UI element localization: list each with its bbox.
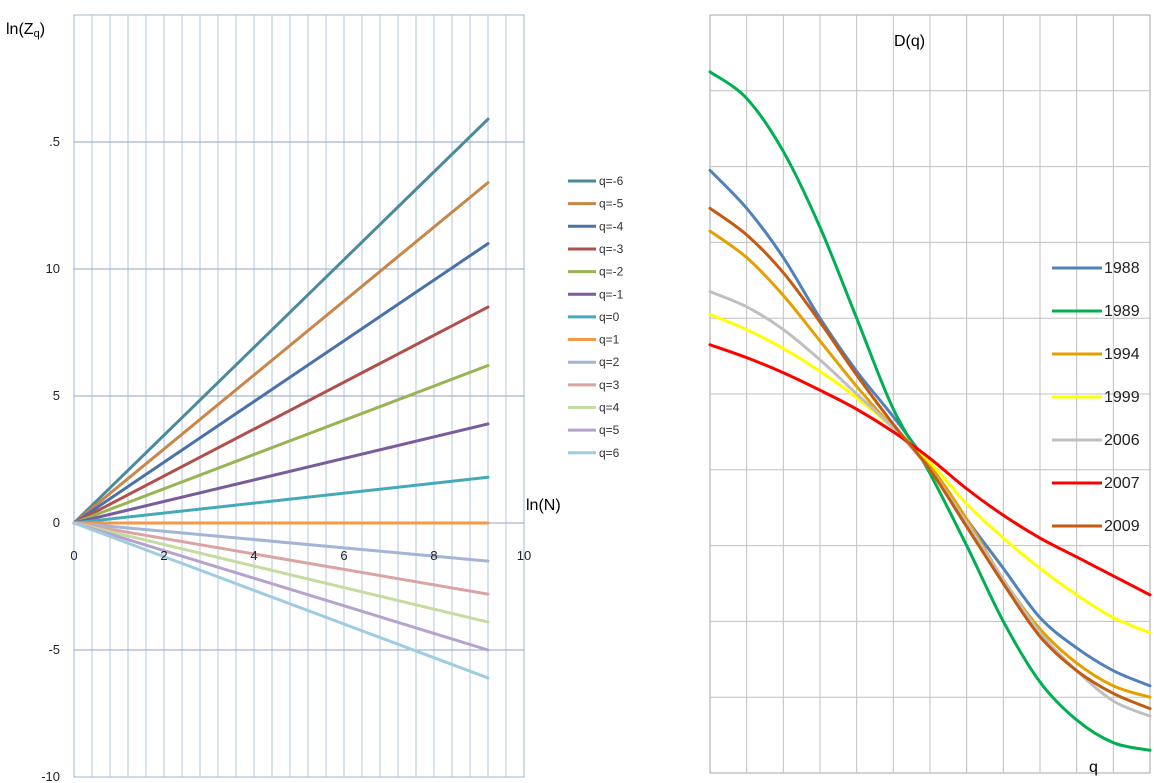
right-x-axis-label: q xyxy=(1089,759,1098,776)
series-line-q-4 xyxy=(72,521,490,624)
series-line-q-4 xyxy=(72,242,490,525)
left-x-tick-label: 8 xyxy=(430,548,437,563)
legend-label-2009: 2009 xyxy=(1104,518,1140,535)
series-line-q-5 xyxy=(72,521,490,652)
left-y-axis-label: ln(Zq) xyxy=(6,21,45,40)
series-line-q-3 xyxy=(72,521,490,596)
right-legend: 1988 1989 1994 1999 2006 2007 2009 xyxy=(1052,260,1140,535)
series-line-q-2 xyxy=(72,364,490,525)
series-line-1999 xyxy=(708,312,1152,635)
series-line-2007 xyxy=(708,343,1152,597)
left-y-tick-label: 5 xyxy=(53,388,60,403)
left-x-tick-label: 6 xyxy=(340,548,347,563)
series-line-q-6 xyxy=(72,521,490,680)
series-line-1994 xyxy=(708,229,1152,699)
left-x-tick-label: 10 xyxy=(517,548,531,563)
left-series-lines xyxy=(72,117,490,680)
legend-label-q-6: q=6 xyxy=(599,446,620,460)
legend-label-q-6: q=-6 xyxy=(599,174,624,188)
left-tick-labels: -10 -5 0 5 10 .5 0 2 4 6 8 10 xyxy=(41,134,531,783)
series-line-q-0 xyxy=(72,475,490,525)
left-x-tick-label: 0 xyxy=(70,548,77,563)
left-legend: q=-6 q=-5 q=-4 q=-3 q=-2 q=-1 q=0 q=1 q=2 q=3 q=4 q… xyxy=(568,174,624,460)
series-line-q-3 xyxy=(72,305,490,525)
left-y-tick-label: -10 xyxy=(41,769,60,783)
series-line-q-2 xyxy=(72,521,490,563)
legend-label-q-1: q=-1 xyxy=(599,287,624,301)
legend-label-q-2: q=2 xyxy=(599,355,620,369)
right-chart: D(q) q 1988 1989 1994 1999 2006 2007 2009 xyxy=(708,14,1152,776)
series-line-q-5 xyxy=(72,181,490,525)
right-chart-title: D(q) xyxy=(894,33,925,50)
legend-label-q-5: q=5 xyxy=(599,423,620,437)
left-y-tick-label: -5 xyxy=(48,642,60,657)
legend-label-q-2: q=-2 xyxy=(599,265,624,279)
series-line-q-6 xyxy=(72,117,490,525)
legend-label-q-1: q=1 xyxy=(599,333,620,347)
left-x-tick-label: 4 xyxy=(250,548,257,563)
legend-label-2007: 2007 xyxy=(1104,475,1140,492)
right-grid xyxy=(709,14,1151,774)
legend-label-1994: 1994 xyxy=(1104,346,1140,363)
legend-label-1988: 1988 xyxy=(1104,260,1140,277)
legend-label-q-5: q=-5 xyxy=(599,197,624,211)
legend-label-1999: 1999 xyxy=(1104,389,1140,406)
series-line-q-1 xyxy=(72,422,490,525)
legend-label-q-3: q=3 xyxy=(599,378,620,392)
legend-label-q-4: q=-4 xyxy=(599,219,624,233)
series-line-2009 xyxy=(708,206,1152,711)
left-chart: -10 -5 0 5 10 .5 0 2 4 6 8 10 ln(Zq) ln(N) q=-6 q=-5… xyxy=(6,14,624,783)
legend-label-q-0: q=0 xyxy=(599,310,620,324)
right-series-lines xyxy=(708,70,1152,752)
left-y-tick-label: 0 xyxy=(53,515,60,530)
left-y-tick-label: .5 xyxy=(49,134,60,149)
legend-label-1989: 1989 xyxy=(1104,303,1140,320)
legend-label-2006: 2006 xyxy=(1104,432,1140,449)
left-x-axis-label: ln(N) xyxy=(526,497,561,514)
left-x-tick-label: 2 xyxy=(160,548,167,563)
legend-label-q-3: q=-3 xyxy=(599,242,624,256)
left-grid xyxy=(73,14,525,778)
left-y-tick-label: 10 xyxy=(46,261,60,276)
legend-label-q-4: q=4 xyxy=(599,401,620,415)
